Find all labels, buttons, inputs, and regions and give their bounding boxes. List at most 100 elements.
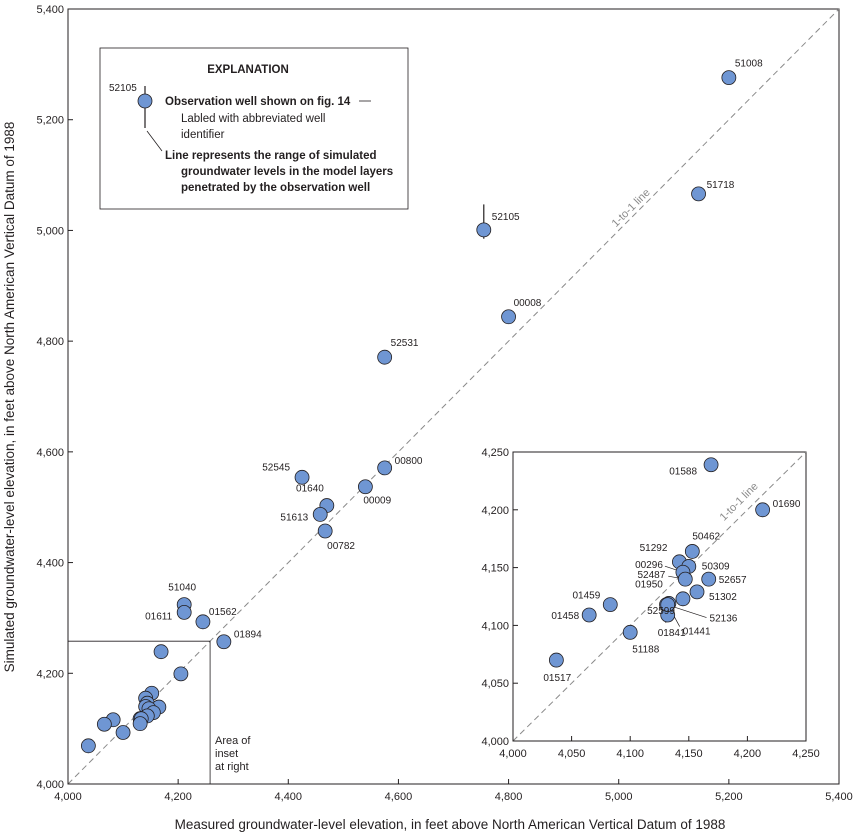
- inset-y-tick-label: 4,250: [481, 447, 509, 459]
- point-label: 51613: [280, 512, 308, 523]
- explanation-symbol: [137, 93, 153, 109]
- inset-axis-ticks: 4,000 4,050 4,100 4,150 4,200 4,250 4,000 4,050…: [481, 447, 819, 760]
- inset-point-label: 51292: [640, 543, 668, 554]
- main-x-tick-label: 5,400: [825, 791, 853, 803]
- main-x-tick-label: 4,200: [164, 791, 192, 803]
- point-label: 52105: [492, 212, 520, 223]
- data-point: [357, 479, 373, 495]
- data-point: [377, 460, 393, 476]
- data-point: [195, 614, 211, 630]
- point-label: 00782: [327, 541, 355, 552]
- main-plot-frame: [67, 8, 840, 785]
- point-label: 01562: [209, 607, 237, 618]
- explanation-range-3: penetrated by the observation well: [181, 182, 370, 194]
- explanation-leader-2: [146, 130, 163, 152]
- main-y-tick-label: 4,000: [36, 779, 64, 791]
- explanation-range-2: groundwater levels in the model layers: [181, 166, 393, 178]
- inset-data-point: [622, 624, 638, 640]
- inset-note-line-2: inset: [215, 748, 238, 760]
- data-point: [176, 604, 192, 620]
- inset-area-outline: [68, 640, 211, 784]
- inset-x-tick-label: 4,250: [792, 748, 820, 760]
- inset-x-tick-label: 4,100: [616, 748, 644, 760]
- inset-point-label: 52487: [637, 570, 665, 581]
- explanation-range-1: Line represents the range of simulated: [165, 150, 377, 162]
- inset-x-tick-label: 4,200: [734, 748, 762, 760]
- explanation-sample-id: 52105: [109, 83, 137, 94]
- main-y-tick-label: 4,600: [36, 447, 64, 459]
- point-label: 51718: [707, 180, 735, 191]
- inset-point-label: 52136: [710, 614, 738, 625]
- explanation-labeled-2: identifier: [181, 129, 225, 141]
- inset-x-tick-label: 4,050: [558, 748, 586, 760]
- inset-data-point: [660, 597, 676, 612]
- point-label: 52531: [391, 338, 419, 349]
- inset-x-tick-label: 4,000: [499, 748, 527, 760]
- y-axis-label: Simulated groundwater-level elevation, i…: [2, 122, 17, 673]
- explanation-box: EXPLANATION 52105 Observation well shown…: [99, 47, 409, 210]
- explanation-frame: [99, 47, 409, 210]
- inset-data-point: [684, 544, 700, 559]
- data-point: [501, 309, 516, 325]
- data-point: [173, 666, 189, 682]
- inset-point-label: 51188: [632, 644, 660, 655]
- point-label: 00009: [363, 496, 391, 507]
- inset-point-label: 01841: [658, 628, 686, 639]
- inset-point-label: 00296: [635, 560, 663, 571]
- data-point: [476, 222, 492, 238]
- point-label: 00008: [514, 298, 542, 309]
- point-label: 51008: [735, 59, 763, 70]
- point-label: 01894: [234, 630, 262, 641]
- main-x-tick-label: 5,200: [715, 791, 743, 803]
- data-point: [96, 716, 112, 732]
- x-axis-label: Measured groundwater-level elevation, in…: [175, 817, 726, 832]
- inset-x-tick-label: 4,150: [675, 748, 703, 760]
- main-one-to-one-line: [67, 8, 840, 785]
- inset-point-label: 01459: [572, 591, 600, 602]
- main-y-tick-label: 4,800: [36, 336, 64, 348]
- inset-point-label: 01458: [551, 611, 579, 622]
- inset-point-label: 50462: [692, 531, 720, 542]
- inset-note-line-3: at right: [215, 761, 249, 773]
- explanation-labeled-1: Labled with abbreviated well: [181, 113, 325, 125]
- main-x-tick-label: 4,600: [385, 791, 413, 803]
- inset-y-tick-label: 4,050: [481, 678, 509, 690]
- inset-data-point: [689, 584, 705, 600]
- inset-y-tick-label: 4,000: [481, 736, 509, 748]
- inset-point-label: 50309: [702, 561, 730, 572]
- main-x-tick-label: 5,000: [605, 791, 633, 803]
- inset-data-point: [755, 502, 771, 518]
- inset-data-point: [677, 571, 693, 587]
- main-y-tick-label: 4,400: [36, 558, 64, 570]
- inset-point-label: 01517: [543, 673, 571, 684]
- point-label: 00800: [395, 456, 423, 467]
- inset-data-point: [602, 597, 618, 612]
- data-point: [377, 349, 393, 365]
- point-label: 01611: [145, 611, 173, 622]
- main-y-tick-label: 4,200: [36, 668, 64, 680]
- inset-y-tick-label: 4,150: [481, 563, 509, 575]
- inset-one-to-one-line: [512, 451, 807, 742]
- explanation-well-text: Observation well shown on fig. 14: [165, 96, 351, 108]
- explanation-title: EXPLANATION: [207, 64, 289, 76]
- data-point: [317, 523, 333, 539]
- data-point: [294, 469, 310, 485]
- inset-y-tick-label: 4,200: [481, 505, 509, 517]
- inset-data-point: [581, 607, 597, 623]
- data-point: [691, 186, 706, 202]
- main-data-points: 51008 51718 52105 00008 52531 00800 52545 01640…: [80, 59, 763, 754]
- inset-y-tick-label: 4,100: [481, 620, 509, 632]
- data-point: [312, 507, 328, 522]
- inset-point-label: 01690: [773, 499, 801, 510]
- inset-point-label: 01950: [635, 579, 663, 590]
- inset-point-label: 51302: [709, 592, 737, 603]
- data-point: [721, 70, 737, 86]
- inset-data-point: [703, 457, 719, 473]
- data-point: [153, 644, 169, 660]
- main-axis-ticks: 4,000 4,200 4,400 4,600 4,800 5,000 5,200 5,400…: [36, 4, 852, 803]
- point-label: 52545: [262, 462, 290, 473]
- data-point: [115, 725, 131, 740]
- inset-data-point: [548, 652, 564, 668]
